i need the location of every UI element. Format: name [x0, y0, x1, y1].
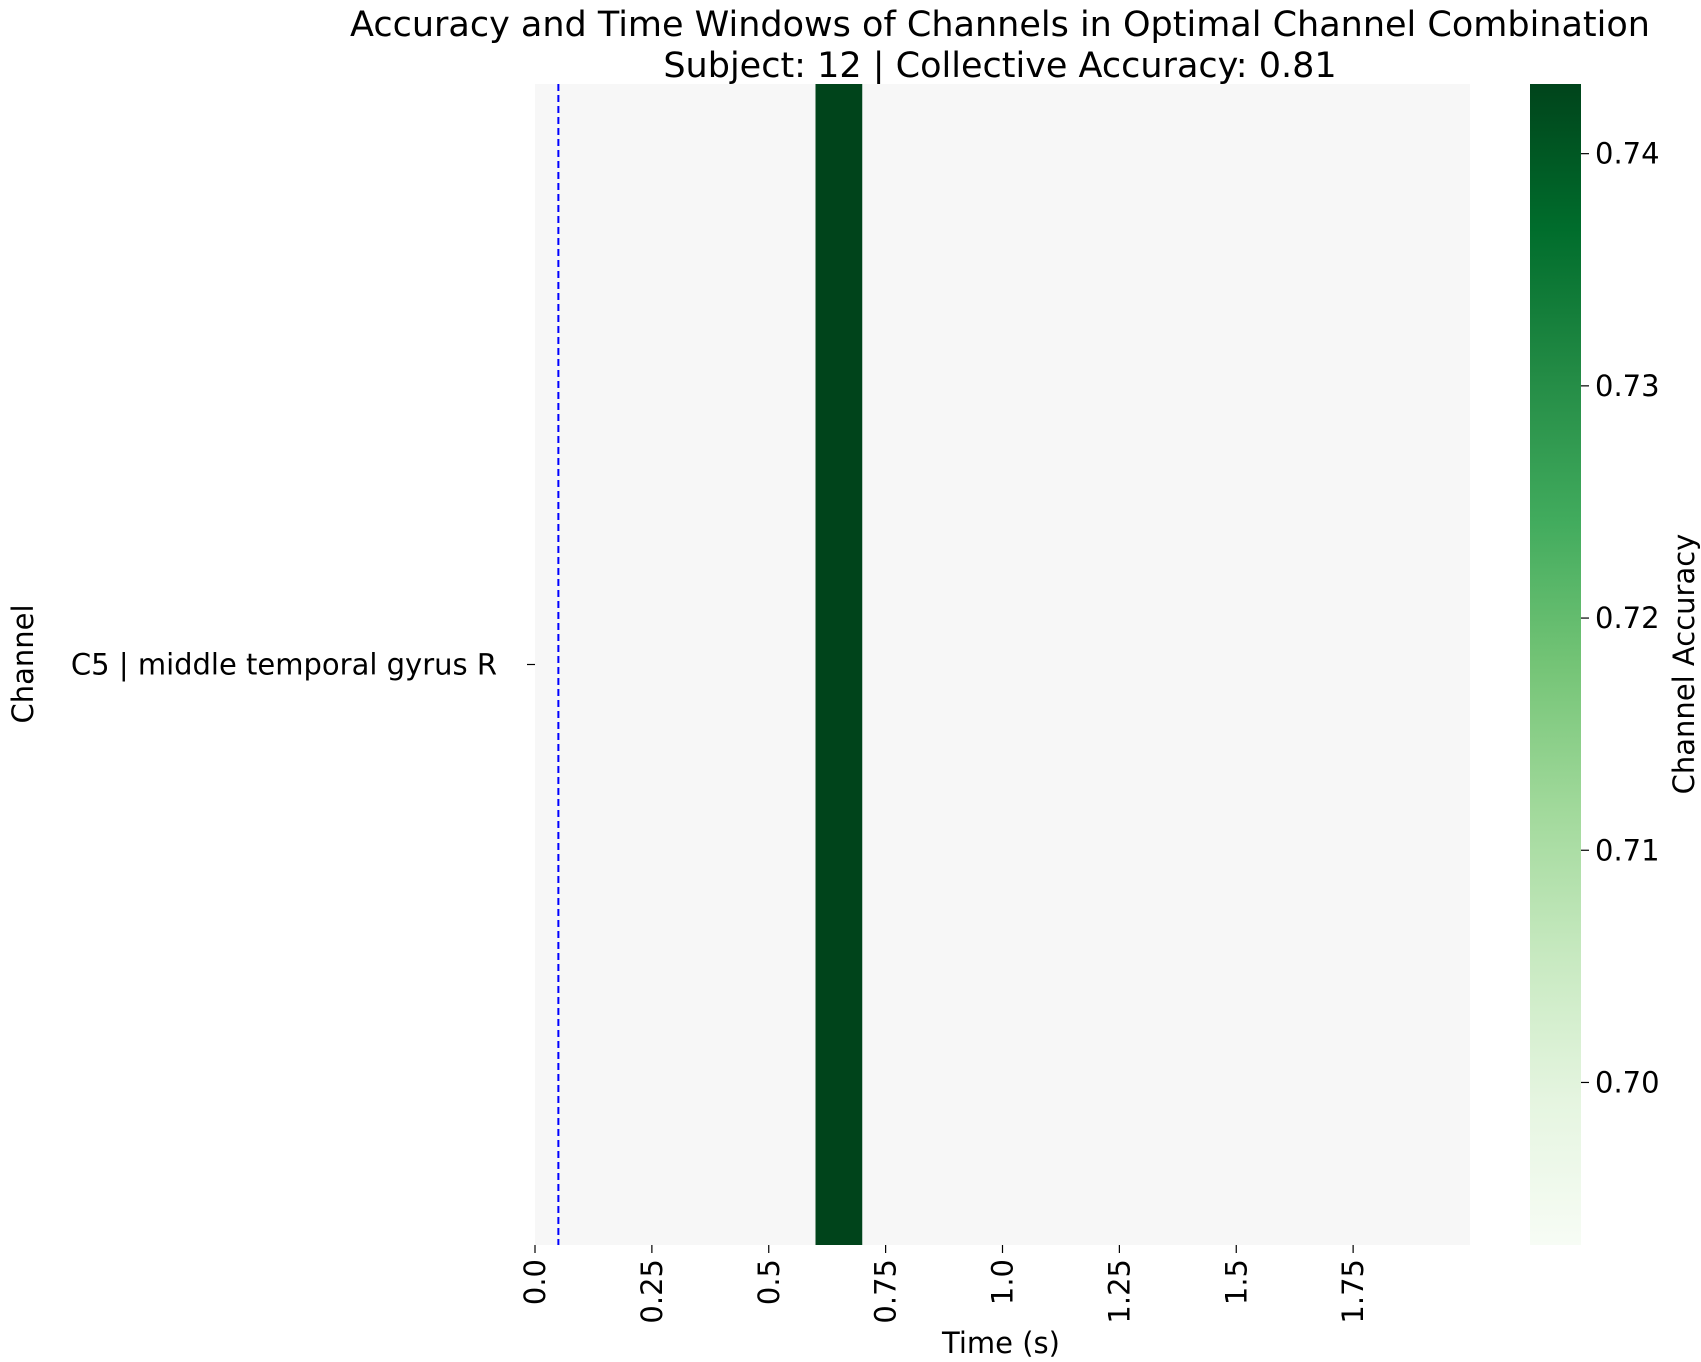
x-tick-label: 0.25 [635, 1259, 669, 1324]
heatmap-cell [815, 84, 863, 1245]
colorbar-tick-label: 0.74 [1595, 137, 1660, 171]
chart-title: Accuracy and Time Windows of Channels in… [350, 5, 1650, 45]
x-tick-label: 1.0 [986, 1259, 1020, 1305]
x-tick-label: 1.25 [1102, 1259, 1136, 1324]
colorbar [1530, 84, 1581, 1245]
y-axis: C5 | middle temporal gyrus R [71, 648, 535, 682]
x-tick-label: 0.5 [752, 1259, 786, 1305]
colorbar-tick-label: 0.73 [1595, 369, 1660, 403]
x-tick-label: 0.0 [518, 1259, 552, 1305]
colorbar-label: Channel Accuracy [1667, 534, 1701, 795]
colorbar-tick-label: 0.71 [1595, 833, 1660, 867]
x-axis: 0.0 0.25 0.5 0.75 1.0 1.25 1.5 1.75 [518, 1245, 1370, 1324]
chart-subtitle: Subject: 12 | Collective Accuracy: 0.81 [663, 46, 1336, 86]
y-tick-label: C5 | middle temporal gyrus R [71, 648, 497, 682]
x-tick-label: 0.75 [869, 1259, 903, 1324]
y-axis-label: Channel [6, 604, 40, 723]
colorbar-tick-label: 0.72 [1595, 601, 1660, 635]
x-axis-label: Time (s) [941, 1326, 1060, 1360]
plot-area [535, 84, 1470, 1245]
x-tick-label: 1.5 [1219, 1259, 1253, 1305]
colorbar-tick-label: 0.70 [1595, 1065, 1660, 1099]
x-tick-label: 1.75 [1336, 1259, 1370, 1324]
colorbar-ticks: 0.70 0.71 0.72 0.73 0.74 [1581, 137, 1660, 1099]
heatmap-background-row [535, 84, 1470, 1245]
